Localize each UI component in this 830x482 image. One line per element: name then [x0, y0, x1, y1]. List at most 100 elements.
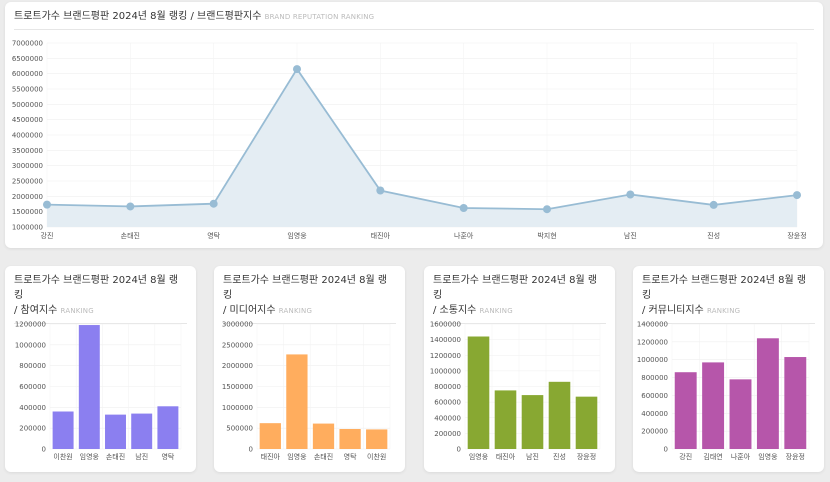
y-tick-label: 2000000	[12, 193, 43, 201]
x-tick-label: 임영웅	[287, 452, 307, 461]
bar	[52, 411, 74, 449]
x-tick-label: 이찬원	[53, 452, 72, 461]
y-tick-label: 1400000	[637, 321, 668, 329]
x-tick-label: 남진	[135, 452, 148, 461]
community-bar-chart: 0 200000 400000 600000 800000 1000000 1200000 1…	[637, 321, 810, 461]
x-tick-label: 태진아	[496, 452, 516, 461]
y-tick-label: 500000	[226, 425, 253, 433]
y-tick-label: 2000000	[222, 362, 253, 370]
x-tick-label: 영탁	[207, 231, 220, 240]
data-point	[626, 190, 635, 199]
x-tick-label: 박지현	[537, 231, 556, 240]
bar	[521, 395, 544, 449]
bar	[548, 381, 571, 449]
bar	[259, 423, 281, 449]
main-subtitle: BRAND REPUTATION RANKING	[264, 13, 375, 21]
y-tick-label: 0	[664, 446, 668, 454]
y-tick-label: 7000000	[12, 40, 43, 48]
y-tick-label: 2500000	[222, 341, 253, 349]
bar	[78, 325, 100, 449]
media-chart-title: 트로트가수 브랜드평판 2024년 8월 랭킹 / 미디어지수 RANKING	[223, 273, 396, 324]
y-tick-label: 3500000	[12, 147, 43, 155]
x-tick-label: 남진	[624, 231, 637, 240]
y-tick-label: 400000	[434, 414, 461, 422]
y-tick-label: 800000	[434, 383, 461, 391]
y-tick-label: 6500000	[12, 55, 43, 63]
communication-chart-card: 트로트가수 브랜드평판 2024년 8월 랭킹 / 소통지수 RANKING 0…	[424, 266, 615, 472]
bar	[674, 372, 697, 449]
panel-title-index: / 커뮤니티지수	[642, 305, 704, 316]
y-tick-label: 3000000	[222, 321, 253, 329]
participation-chart-card: 트로트가수 브랜드평판 2024년 8월 랭킹 / 참여지수 RANKING 0…	[5, 266, 196, 472]
y-tick-label: 600000	[641, 392, 668, 400]
panel-subtitle: RANKING	[479, 307, 513, 315]
communication-chart-title: 트로트가수 브랜드평판 2024년 8월 랭킹 / 소통지수 RANKING	[433, 273, 606, 324]
data-point	[43, 200, 51, 209]
community-chart-card: 트로트가수 브랜드평판 2024년 8월 랭킹 / 커뮤니티지수 RANKING…	[633, 266, 824, 472]
main-chart-card: 트로트가수 브랜드평판 2024년 8월 랭킹 / 브랜드평판지수 BRAND …	[5, 2, 823, 248]
x-tick-label: 손태진	[106, 452, 125, 461]
x-tick-label: 진성	[553, 452, 566, 461]
data-point	[126, 202, 135, 211]
bar	[784, 357, 807, 449]
y-tick-label: 1600000	[430, 321, 461, 329]
x-tick-label: 남진	[526, 452, 539, 461]
y-tick-label: 4500000	[12, 116, 43, 124]
y-tick-label: 800000	[641, 374, 668, 382]
bar	[131, 413, 153, 449]
y-tick-label: 1200000	[15, 321, 46, 329]
x-tick-label: 임영웅	[80, 452, 100, 461]
y-tick-label: 0	[42, 446, 46, 454]
participation-bar-chart: 0 200000 400000 600000 800000 1000000 1200000 이…	[15, 321, 182, 461]
y-tick-label: 1200000	[637, 338, 668, 346]
x-tick-label: 강진	[679, 452, 692, 461]
x-tick-label: 임영웅	[287, 231, 307, 240]
data-point	[793, 191, 801, 200]
x-tick-label: 영탁	[344, 452, 357, 461]
bar	[105, 414, 126, 449]
y-tick-label: 1000000	[430, 367, 461, 375]
main-title-text: 트로트가수 브랜드평판 2024년 8월 랭킹 / 브랜드평판지수	[14, 11, 262, 22]
y-tick-label: 3000000	[12, 162, 43, 170]
y-tick-label: 1200000	[430, 352, 461, 360]
panel-title-text: 트로트가수 브랜드평판 2024년 8월 랭킹	[642, 275, 807, 301]
y-tick-label: 4000000	[12, 132, 43, 140]
x-tick-label: 장윤정	[786, 452, 805, 461]
y-tick-label: 5000000	[12, 101, 43, 109]
bar	[286, 354, 308, 449]
y-tick-label: 200000	[434, 430, 461, 438]
x-tick-label: 장윤정	[787, 231, 806, 240]
bar	[467, 336, 490, 449]
data-point	[293, 65, 301, 74]
bar	[366, 429, 388, 449]
data-point	[709, 200, 718, 209]
y-tick-label: 1500000	[222, 383, 253, 391]
y-tick-label: 200000	[19, 425, 46, 433]
bar	[702, 362, 725, 449]
y-tick-label: 5500000	[12, 86, 43, 94]
x-tick-label: 나훈아	[731, 452, 751, 461]
y-tick-label: 400000	[19, 404, 46, 412]
x-tick-label: 나훈아	[454, 231, 474, 240]
x-tick-label: 손태진	[314, 452, 333, 461]
x-tick-label: 영탁	[161, 452, 174, 461]
series-area	[47, 69, 797, 227]
y-tick-label: 1000000	[637, 356, 668, 364]
x-tick-label: 김태연	[703, 453, 722, 461]
data-point	[376, 186, 385, 195]
panel-title-text: 트로트가수 브랜드평판 2024년 8월 랭킹	[14, 275, 179, 301]
panel-subtitle: RANKING	[706, 307, 741, 315]
y-tick-label: 1000000	[12, 224, 43, 232]
x-tick-label: 진성	[707, 231, 720, 240]
bar	[312, 423, 335, 449]
panel-title-index: / 참여지수	[14, 305, 58, 316]
y-tick-label: 1000000	[222, 404, 253, 412]
data-point	[209, 199, 218, 208]
participation-chart-title: 트로트가수 브랜드평판 2024년 8월 랭킹 / 참여지수 RANKING	[14, 273, 187, 324]
x-tick-label: 이찬원	[367, 452, 386, 461]
bar	[339, 429, 361, 449]
y-tick-label: 800000	[19, 362, 46, 370]
y-tick-label: 1500000	[12, 208, 43, 216]
media-chart-card: 트로트가수 브랜드평판 2024년 8월 랭킹 / 미디어지수 RANKING …	[214, 266, 405, 472]
community-chart-title: 트로트가수 브랜드평판 2024년 8월 랭킹 / 커뮤니티지수 RANKING	[642, 273, 815, 324]
